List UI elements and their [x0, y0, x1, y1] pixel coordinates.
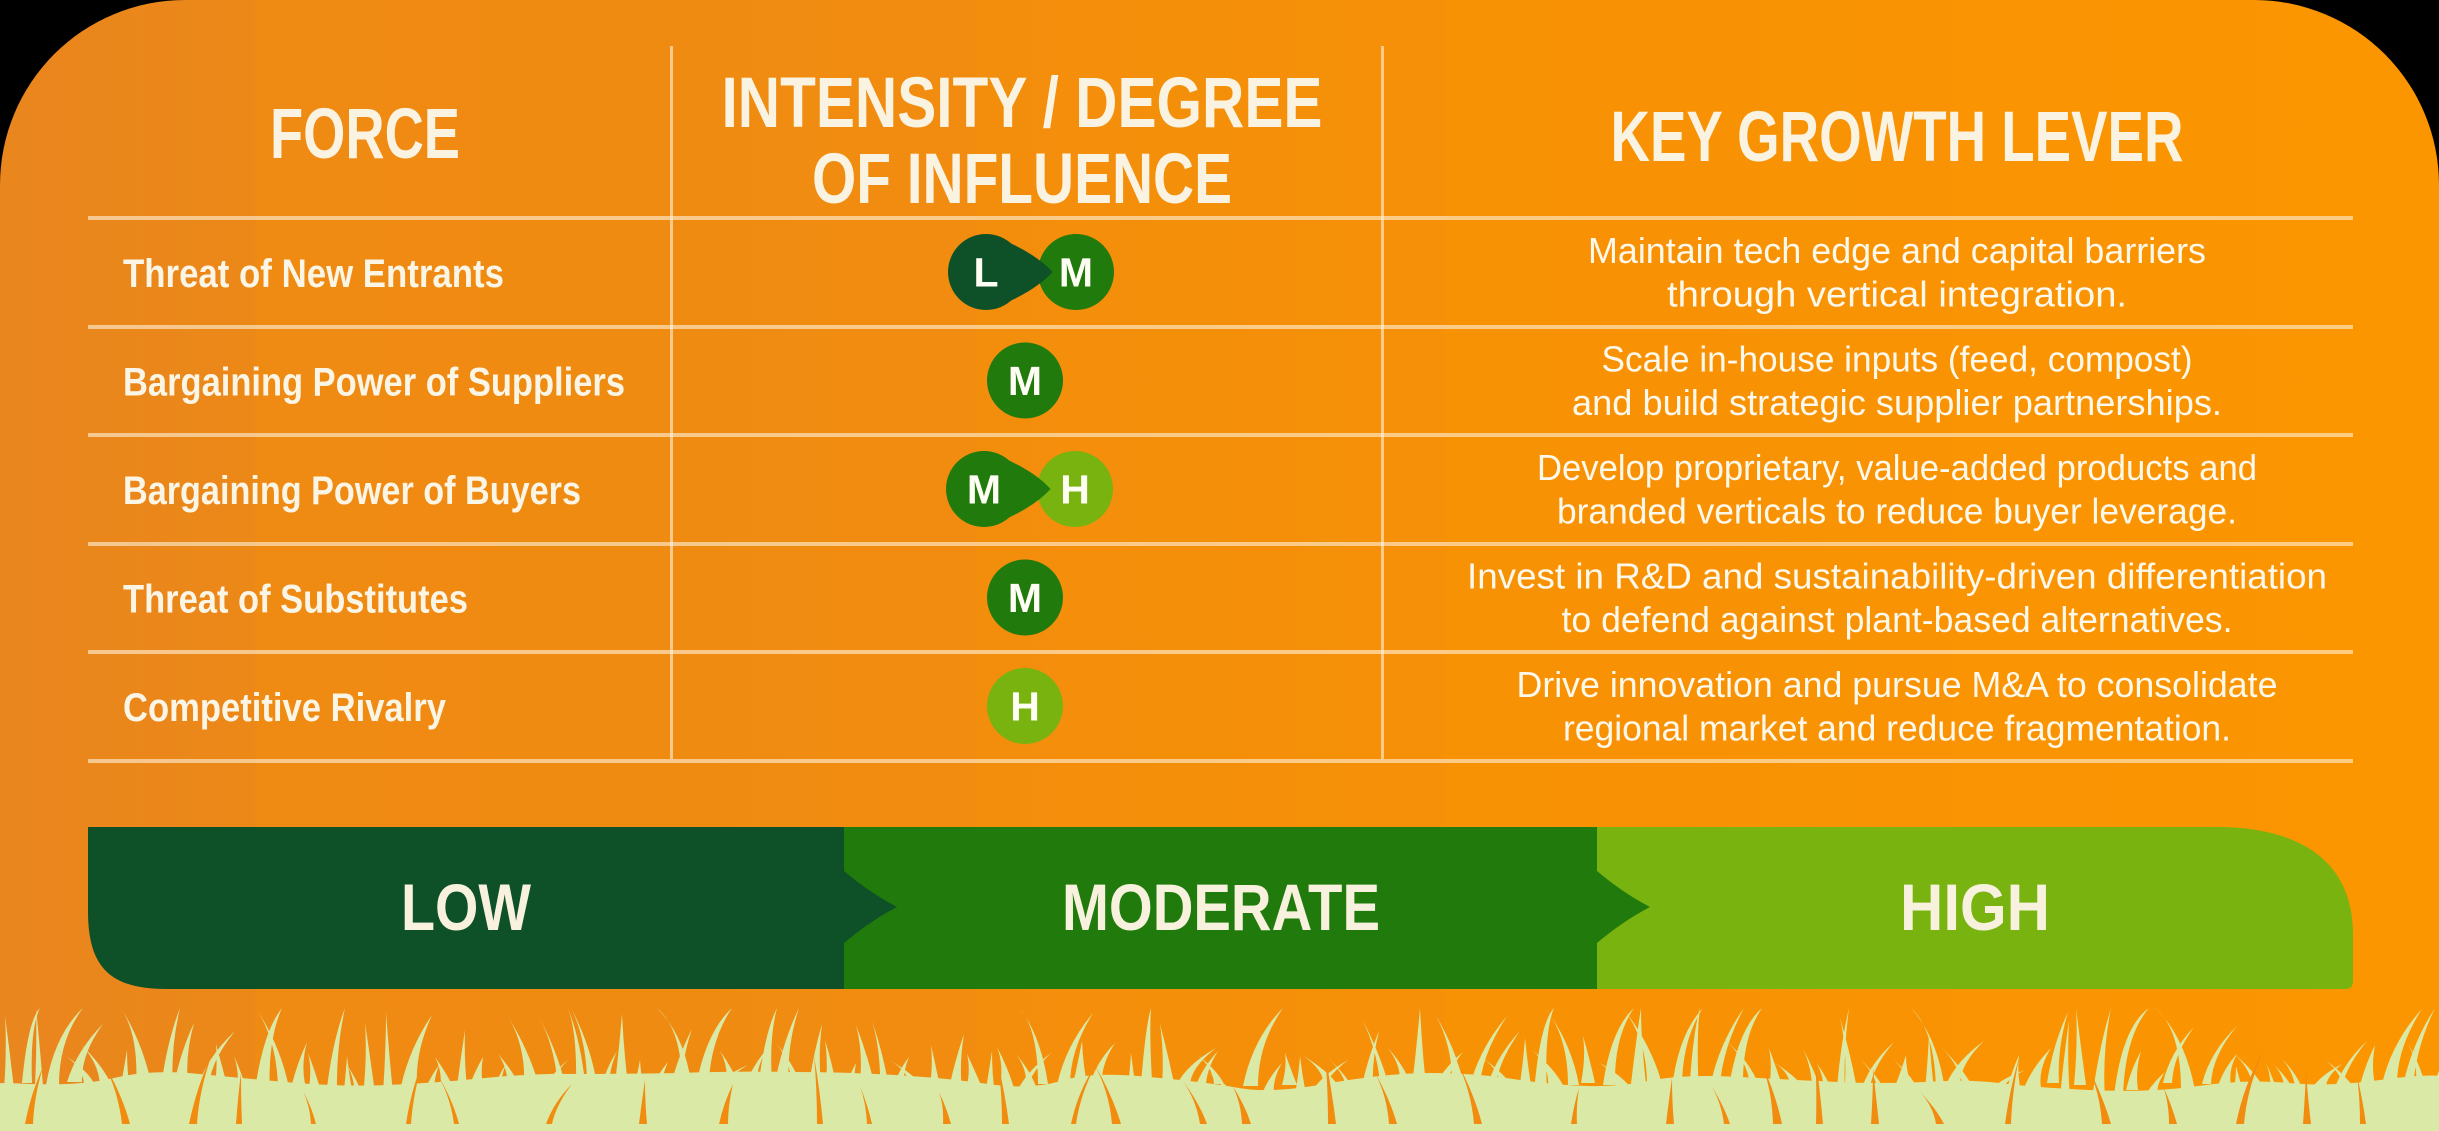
svg-text:M: M: [1008, 358, 1042, 404]
svg-text:Scale in-house inputs (feed, c: Scale in-house inputs (feed, compost): [1602, 339, 2193, 380]
svg-text:MODERATE: MODERATE: [1062, 870, 1380, 944]
svg-text:Bargaining Power of Buyers: Bargaining Power of Buyers: [123, 469, 581, 513]
svg-text:through vertical integration.: through vertical integration.: [1667, 274, 2127, 315]
svg-text:and build strategic supplier p: and build strategic supplier partnership…: [1572, 382, 2222, 423]
svg-text:Competitive Rivalry: Competitive Rivalry: [123, 686, 447, 730]
svg-text:H: H: [1060, 466, 1090, 512]
svg-text:Threat of New Entrants: Threat of New Entrants: [123, 252, 504, 296]
svg-text:Develop proprietary, value-add: Develop proprietary, value-added product…: [1537, 447, 2257, 488]
svg-text:Drive innovation and pursue M&: Drive innovation and pursue M&A to conso…: [1517, 664, 2278, 705]
svg-text:Maintain tech edge and capital: Maintain tech edge and capital barriers: [1588, 230, 2206, 271]
svg-text:H: H: [1010, 683, 1040, 729]
svg-text:M: M: [1008, 575, 1042, 621]
svg-text:to defend against plant-based: to defend against plant-based alternativ…: [1562, 599, 2233, 640]
svg-text:HIGH: HIGH: [1900, 870, 2050, 944]
svg-text:Threat of Substitutes: Threat of Substitutes: [123, 578, 468, 622]
svg-text:LOW: LOW: [401, 870, 532, 944]
svg-text:M: M: [1059, 249, 1093, 295]
svg-text:Bargaining Power of Suppliers: Bargaining Power of Suppliers: [123, 361, 625, 405]
svg-text:INTENSITY / DEGREE: INTENSITY / DEGREE: [722, 64, 1323, 143]
svg-text:FORCE: FORCE: [270, 95, 460, 174]
svg-text:regional market and reduce fra: regional market and reduce fragmentation…: [1563, 708, 2231, 749]
svg-text:L: L: [973, 249, 998, 295]
svg-text:KEY GROWTH LEVER: KEY GROWTH LEVER: [1611, 98, 2184, 177]
svg-text:branded verticals to reduce bu: branded verticals to reduce buyer levera…: [1557, 491, 2237, 532]
svg-text:Invest in R&D and sustainabili: Invest in R&D and sustainability-driven …: [1467, 556, 2327, 597]
svg-text:M: M: [967, 466, 1001, 512]
svg-text:OF INFLUENCE: OF INFLUENCE: [812, 140, 1232, 219]
